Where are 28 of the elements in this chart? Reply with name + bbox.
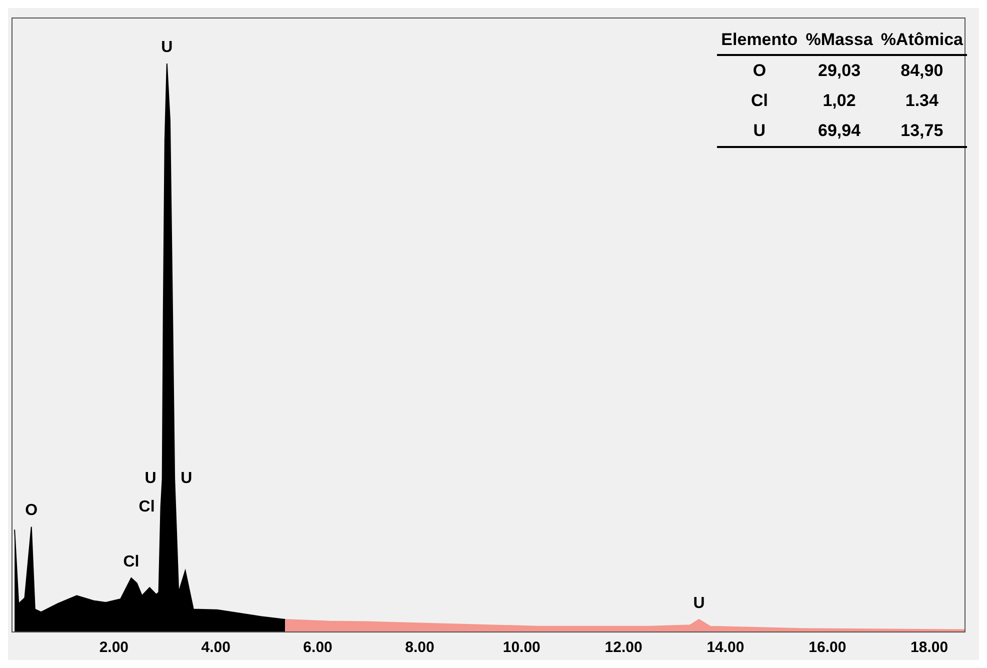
text: %Atômica bbox=[880, 30, 963, 49]
annotation: Cl bbox=[750, 90, 769, 112]
x-tick-label: 8.00 bbox=[405, 639, 434, 656]
annotation: 13,75 bbox=[900, 120, 944, 142]
annotation: Cl bbox=[123, 553, 140, 570]
annotation: 84,90 bbox=[900, 60, 944, 82]
x-tick-label: 4.00 bbox=[201, 639, 230, 656]
text: %Massa bbox=[806, 30, 873, 49]
annotation: 1,02 bbox=[822, 90, 857, 112]
annotation: Cl bbox=[138, 498, 155, 516]
annotation: 29,03 bbox=[816, 60, 862, 82]
annotation: O bbox=[25, 502, 38, 520]
x-tick-label: 12.00 bbox=[604, 639, 642, 656]
x-tick-label: 6.00 bbox=[303, 639, 332, 656]
annotation: U bbox=[144, 470, 156, 487]
x-tick-label: 16.00 bbox=[808, 639, 846, 656]
annotation: 1.34 bbox=[904, 90, 940, 112]
x-tick-label: 18.00 bbox=[910, 639, 948, 656]
annotation: U bbox=[693, 594, 705, 612]
annotation: U bbox=[180, 470, 192, 487]
x-tick-label: 14.00 bbox=[706, 639, 744, 656]
annotation: 69,94 bbox=[816, 120, 862, 142]
text: Elemento bbox=[721, 30, 798, 49]
x-tick-label: 10.00 bbox=[502, 639, 540, 656]
x-tick-label: 2.00 bbox=[99, 639, 129, 656]
annotation: U bbox=[752, 120, 767, 142]
annotation: O bbox=[752, 60, 768, 82]
annotation: U bbox=[161, 38, 173, 56]
